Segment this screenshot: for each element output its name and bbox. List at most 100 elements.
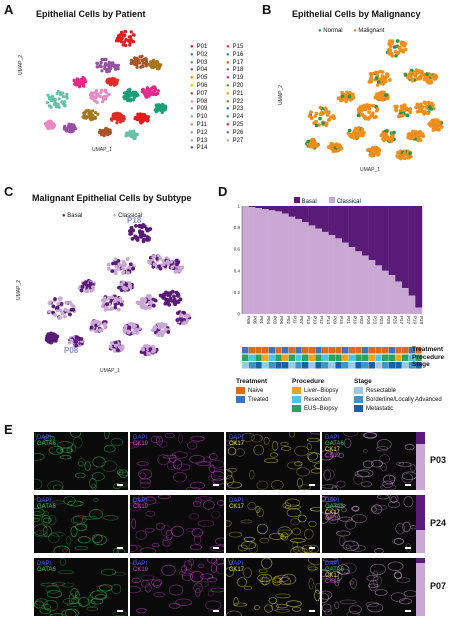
tissue-structure bbox=[91, 484, 97, 490]
tissue-structure bbox=[226, 567, 234, 577]
tissue-structure bbox=[226, 440, 235, 446]
umap-point bbox=[172, 294, 176, 299]
umap-point bbox=[69, 338, 74, 343]
x-tick-label: P17 bbox=[399, 316, 404, 325]
tissue-structure bbox=[322, 450, 334, 461]
tissue-structure bbox=[343, 438, 352, 448]
track-cell-procedure bbox=[415, 354, 422, 361]
umap-point bbox=[120, 30, 124, 34]
umap-point bbox=[93, 99, 97, 103]
tissue-structure bbox=[248, 542, 259, 553]
if-image-p03-1: DAPI GATA6 bbox=[34, 432, 128, 490]
legend-dot: ● bbox=[190, 51, 194, 58]
tissue-structure bbox=[183, 560, 193, 570]
track-cell-procedure bbox=[262, 354, 269, 361]
scale-bar bbox=[213, 547, 219, 549]
tissue-structure bbox=[217, 500, 224, 506]
tissue-structure bbox=[60, 455, 72, 460]
umap-point bbox=[102, 134, 106, 138]
tissue-structure bbox=[324, 608, 333, 616]
tissue-structure bbox=[53, 545, 70, 553]
umap-point bbox=[149, 65, 154, 69]
umap-point bbox=[68, 312, 72, 317]
umap-point bbox=[384, 129, 389, 133]
track-cell-procedure bbox=[242, 354, 249, 361]
track-cell-procedure bbox=[382, 354, 389, 361]
umap-point bbox=[162, 323, 167, 327]
umap-point bbox=[340, 90, 344, 95]
umap-point bbox=[147, 301, 152, 305]
track-cell-treatment bbox=[355, 347, 362, 354]
umap-point bbox=[375, 83, 380, 87]
umap-point bbox=[107, 295, 111, 300]
track-cell-stage bbox=[408, 362, 416, 369]
umap-point bbox=[176, 292, 181, 297]
tissue-structure bbox=[112, 611, 128, 616]
umap-point bbox=[359, 130, 363, 135]
tissue-structure bbox=[116, 482, 128, 488]
umap-point bbox=[137, 61, 141, 65]
scale-bar bbox=[309, 547, 315, 549]
umap-point bbox=[123, 30, 127, 34]
bar-classical-p21 bbox=[342, 242, 349, 314]
umap-point bbox=[101, 100, 105, 104]
legend-dot: ● bbox=[226, 114, 230, 121]
umap-point bbox=[384, 93, 389, 97]
tissue-structure bbox=[136, 461, 149, 466]
marker-label-dapi: DAPI bbox=[133, 561, 148, 567]
umap-point bbox=[46, 337, 51, 342]
umap-point bbox=[63, 314, 67, 319]
bar-basal-p07 bbox=[295, 206, 303, 219]
umap-point bbox=[328, 117, 332, 122]
tissue-structure bbox=[63, 496, 76, 506]
umap-point bbox=[106, 63, 110, 67]
track-cell-stage bbox=[375, 362, 382, 369]
tissue-structure bbox=[393, 571, 402, 579]
umap-point bbox=[96, 65, 100, 69]
umap-point bbox=[388, 78, 392, 82]
immunofluorescence-grid: DAPI GATA6 DAPI CK19 DAPI CK17 DAPI GATA6 CK17 CK… bbox=[34, 432, 466, 622]
umap-point bbox=[137, 300, 142, 305]
tissue-structure bbox=[43, 599, 59, 612]
x-tick-label: P13 bbox=[306, 316, 311, 325]
umap-point bbox=[136, 58, 140, 62]
tissue-structure bbox=[92, 498, 99, 502]
umap-point bbox=[81, 82, 85, 86]
tissue-structure bbox=[103, 515, 119, 521]
umap-point bbox=[140, 112, 144, 117]
tissue-structure bbox=[112, 548, 119, 553]
legend-item-p02: ● P02 bbox=[190, 52, 207, 58]
umap-point bbox=[169, 260, 174, 264]
track-cell-treatment bbox=[308, 347, 316, 354]
tissue-structure bbox=[43, 435, 56, 442]
track-cell-procedure bbox=[308, 354, 316, 361]
if-image-p24-4: DAPI GATA6 CK17 CK19 bbox=[322, 495, 416, 553]
umap-point bbox=[399, 40, 404, 45]
tissue-structure bbox=[57, 441, 73, 448]
umap-point bbox=[47, 309, 52, 314]
umap-point bbox=[100, 69, 104, 73]
scale-bar bbox=[117, 547, 123, 549]
tissue-structure bbox=[195, 587, 201, 598]
umap-point bbox=[118, 33, 122, 37]
umap-point bbox=[374, 94, 379, 98]
panel-a-yaxis: UMAP_2 bbox=[18, 54, 24, 75]
umap-point bbox=[71, 307, 76, 312]
tissue-structure bbox=[314, 589, 320, 602]
if-image-p07-1: DAPI GATA6 bbox=[34, 558, 128, 616]
tissue-structure bbox=[172, 459, 183, 470]
marker-label-ck17: CK17 bbox=[229, 504, 245, 510]
tissue-structure bbox=[351, 513, 367, 524]
tissue-structure bbox=[308, 566, 318, 571]
tissue-structure bbox=[345, 544, 351, 549]
umap-point bbox=[406, 134, 410, 138]
tissue-structure bbox=[299, 548, 308, 553]
umap-point bbox=[56, 301, 61, 306]
track-cell-treatment bbox=[395, 347, 402, 354]
legend-item-p26: ● P26 bbox=[226, 130, 243, 136]
umap-point bbox=[309, 116, 314, 121]
umap-point bbox=[419, 109, 424, 114]
tissue-structure bbox=[48, 532, 60, 544]
legend-label: P04 bbox=[196, 67, 208, 74]
umap-point bbox=[117, 262, 122, 267]
